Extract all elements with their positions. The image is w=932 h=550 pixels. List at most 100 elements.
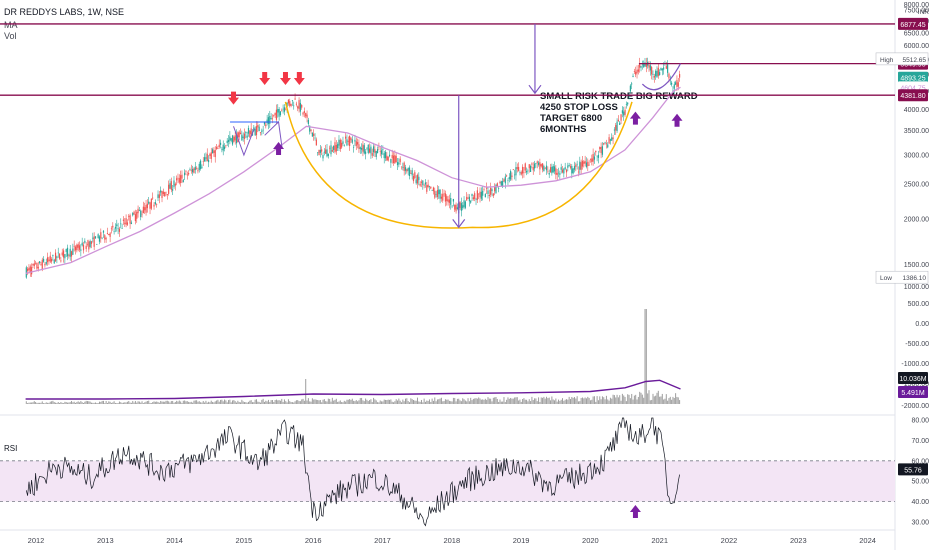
candle-body bbox=[611, 137, 613, 141]
candle-body bbox=[414, 172, 416, 179]
candle-body bbox=[402, 166, 404, 168]
volume-bar bbox=[587, 396, 589, 404]
candle-body bbox=[298, 100, 300, 110]
volume-bar bbox=[438, 399, 440, 404]
candle-body bbox=[196, 168, 198, 170]
candle-body bbox=[113, 231, 115, 232]
pattern-shape bbox=[264, 120, 283, 148]
candle-body bbox=[644, 62, 646, 67]
candle-body bbox=[102, 230, 105, 233]
candle-body bbox=[338, 139, 340, 146]
candle-body bbox=[154, 202, 156, 205]
volume-bar bbox=[283, 399, 285, 404]
candle-body bbox=[29, 266, 31, 273]
candle-body bbox=[412, 176, 415, 182]
volume-bar bbox=[254, 399, 256, 404]
candle-body bbox=[535, 163, 537, 164]
candle-body bbox=[56, 256, 58, 258]
price-axis-tick: 8000.00 bbox=[904, 2, 929, 9]
rsi-value-label-bg bbox=[898, 463, 928, 476]
x-axis-tick: 2019 bbox=[513, 536, 530, 545]
volume-bar bbox=[397, 400, 399, 404]
target-arrowhead bbox=[528, 84, 542, 95]
volume-bar bbox=[145, 401, 147, 404]
volume-bar bbox=[379, 400, 381, 404]
candle-body bbox=[108, 233, 110, 236]
candle-body bbox=[506, 175, 508, 177]
candle-body bbox=[572, 168, 574, 174]
candle-body bbox=[382, 149, 384, 151]
candle-body bbox=[310, 129, 312, 131]
volume-bar bbox=[454, 397, 456, 404]
volume-bar bbox=[668, 398, 670, 404]
volume-bar bbox=[224, 399, 226, 404]
indicator-ma-label[interactable]: MA bbox=[4, 20, 18, 30]
volume-bar bbox=[160, 401, 162, 404]
candle-body bbox=[35, 262, 37, 264]
candle-body bbox=[305, 112, 307, 117]
volume-bar bbox=[229, 399, 231, 404]
volume-bar bbox=[164, 401, 166, 404]
candle-body bbox=[229, 136, 231, 141]
candle-body bbox=[177, 177, 179, 179]
volume-bar bbox=[113, 401, 115, 404]
candle-body bbox=[106, 233, 109, 234]
volume-bar bbox=[479, 398, 481, 404]
volume-bar bbox=[225, 400, 227, 404]
candle-body bbox=[194, 166, 196, 171]
candle-body bbox=[306, 114, 308, 118]
volume-bar bbox=[295, 400, 297, 404]
candle-body bbox=[355, 141, 357, 146]
volume-bar bbox=[161, 401, 163, 404]
candle-body bbox=[490, 187, 492, 195]
candle-body bbox=[246, 135, 248, 138]
volume-bar bbox=[100, 401, 102, 404]
volume-bar bbox=[310, 401, 312, 404]
candle-body bbox=[88, 241, 90, 250]
volume-bar bbox=[573, 397, 575, 404]
candle-body bbox=[318, 149, 320, 156]
rsi-axis-tick: 30.00 bbox=[911, 519, 929, 526]
volume-bar bbox=[165, 400, 167, 404]
candle-body bbox=[600, 146, 602, 154]
volume-bar bbox=[456, 398, 458, 404]
indicator-vol-label[interactable]: Vol bbox=[4, 31, 17, 41]
volume-bar bbox=[121, 402, 123, 404]
volume-bar bbox=[648, 390, 650, 404]
candle-body bbox=[314, 137, 316, 139]
volume-bar bbox=[611, 398, 613, 404]
volume-bar bbox=[480, 399, 482, 404]
volume-axis-tick: -500.00 bbox=[905, 341, 929, 348]
volume-bar bbox=[401, 402, 403, 404]
volume-bar bbox=[104, 403, 106, 404]
volume-bar bbox=[138, 401, 140, 404]
volume-bar bbox=[48, 402, 50, 404]
candle-body bbox=[197, 170, 199, 172]
candle-body bbox=[138, 210, 140, 211]
candle-body bbox=[583, 161, 585, 164]
volume-bar bbox=[157, 401, 159, 404]
volume-bar bbox=[73, 401, 75, 404]
volume-bar bbox=[278, 400, 280, 404]
volume-bar bbox=[394, 401, 396, 404]
volume-bar bbox=[665, 394, 667, 404]
x-axis-tick: 2017 bbox=[374, 536, 391, 545]
candle-body bbox=[547, 170, 549, 172]
volume-bar bbox=[647, 393, 649, 404]
volume-bar bbox=[56, 403, 58, 404]
volume-bar bbox=[435, 401, 437, 404]
candle-body bbox=[372, 146, 375, 153]
candle-body bbox=[679, 74, 681, 78]
volume-bar bbox=[403, 401, 405, 404]
volume-bar bbox=[315, 399, 317, 404]
volume-bar bbox=[660, 396, 662, 404]
volume-bar bbox=[314, 399, 316, 404]
candle-body bbox=[593, 156, 596, 160]
candle-body bbox=[476, 190, 478, 200]
volume-axis-tick: -1000.00 bbox=[901, 361, 929, 368]
cup-curve bbox=[284, 101, 633, 229]
level-label: 4381.80 bbox=[900, 93, 925, 100]
volume-bar bbox=[287, 399, 289, 404]
candle-body bbox=[226, 140, 228, 143]
